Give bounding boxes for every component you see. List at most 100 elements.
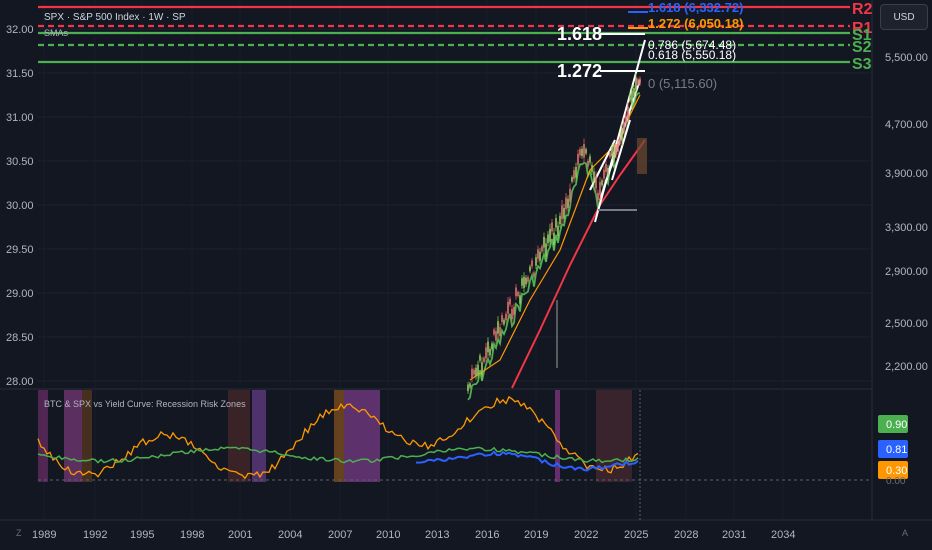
candle-body — [633, 88, 635, 96]
candle-body — [579, 149, 581, 156]
candle-body — [627, 106, 629, 118]
candle-body — [517, 291, 519, 297]
candle-body — [477, 364, 479, 375]
candle-body — [499, 327, 501, 337]
candle-body — [637, 79, 639, 84]
candle-body — [585, 149, 587, 154]
candle-body — [519, 295, 521, 304]
time-axis-label: 1995 — [130, 529, 154, 541]
candle-body — [553, 232, 555, 245]
candle-body — [525, 277, 527, 285]
value-badge — [878, 415, 908, 433]
candle-body — [533, 272, 535, 277]
candle-body — [497, 321, 499, 334]
candle-body — [505, 313, 507, 321]
candle-body — [583, 144, 585, 158]
candle-body — [635, 77, 637, 90]
left-axis-label: 31.00 — [6, 112, 34, 124]
candle-body — [483, 357, 485, 362]
candle-body — [475, 367, 477, 377]
right-axis-label: 4,700.00 — [885, 119, 928, 131]
candle-body — [487, 341, 489, 353]
extension-label: 1.618 — [557, 24, 602, 44]
value-badge-text: 0.81 — [886, 444, 907, 456]
timezone-toggle[interactable]: Z — [16, 528, 22, 538]
candle-body — [535, 257, 537, 266]
candle-body — [621, 128, 623, 141]
candle-body — [589, 156, 591, 163]
left-axis-label: 29.50 — [6, 244, 34, 256]
pivot-label-r1: R1 — [852, 20, 873, 37]
candle-body — [629, 93, 631, 101]
candle-body — [631, 90, 633, 104]
fib-level-label: 0.618 (5,550.18) — [648, 48, 736, 62]
candle-body — [581, 148, 583, 156]
candle-body — [607, 167, 609, 176]
time-axis-label: 2022 — [574, 529, 598, 541]
pivot-label-s1: S1 — [852, 27, 872, 44]
candle-body — [467, 384, 469, 392]
candle-body — [481, 362, 483, 376]
time-axis-label: 1998 — [180, 529, 204, 541]
candle-body — [599, 182, 601, 196]
currency-button[interactable]: USD — [880, 4, 928, 30]
candle-body — [571, 177, 573, 182]
value-badge-text: 0.90 — [886, 419, 907, 431]
candle-body — [555, 218, 557, 228]
right-axis-label: 5,500.00 — [885, 52, 928, 64]
fib-level-label: 1.272 (6,050.18) — [648, 16, 743, 31]
recession-zone — [344, 390, 380, 482]
symbol-title: SPX · S&P 500 Index · 1W · SP — [44, 12, 186, 23]
candle-body — [513, 306, 515, 315]
candle-body — [625, 115, 627, 124]
zero-axis-label: 0.00 — [886, 476, 906, 487]
candle-body — [485, 347, 487, 359]
right-axis-label: 3,900.00 — [885, 168, 928, 180]
main-pane[interactable] — [0, 0, 872, 388]
auto-scale-toggle[interactable]: A — [902, 528, 909, 538]
candle-body — [515, 287, 517, 297]
candle-body — [639, 78, 641, 84]
recession-zone — [228, 390, 250, 482]
value-badge — [878, 440, 908, 458]
spx-yield-line — [37, 395, 639, 480]
left-axis-label: 29.00 — [6, 288, 34, 300]
candle-body — [521, 278, 523, 286]
candle-body — [501, 315, 503, 322]
time-axis-label: 1989 — [32, 529, 56, 541]
candle-body — [493, 329, 495, 335]
candle-body — [623, 122, 625, 132]
right-axis-label: 2,900.00 — [885, 266, 928, 278]
time-axis-label: 2031 — [722, 529, 746, 541]
time-axis-label: 1992 — [83, 529, 107, 541]
candle-body — [491, 343, 493, 350]
value-badge — [878, 461, 908, 479]
candle-body — [537, 249, 539, 259]
right-axis-label: 3,300.00 — [885, 222, 928, 234]
candle-body — [619, 138, 621, 144]
candle-body — [523, 276, 525, 288]
candle-body — [489, 348, 491, 356]
candle-body — [563, 208, 565, 219]
candle-body — [531, 260, 533, 267]
candle-body — [587, 160, 589, 167]
candle-body — [507, 301, 509, 314]
time-axis-label: 2007 — [328, 529, 352, 541]
candle-body — [597, 192, 599, 201]
candle-body — [577, 153, 579, 165]
candle-body — [567, 198, 569, 208]
candle-body — [527, 277, 529, 282]
candle-body — [609, 152, 611, 158]
candle-body — [529, 266, 531, 272]
candle-body — [559, 215, 561, 225]
pivot-label-s2: S2 — [852, 39, 872, 56]
left-axis-label: 28.50 — [6, 332, 34, 344]
candle-body — [495, 331, 497, 341]
candle-body — [605, 163, 607, 172]
candle-body — [573, 170, 575, 179]
candle-body — [511, 308, 513, 320]
pivot-label-s3: S3 — [852, 56, 872, 73]
left-axis-label: 30.50 — [6, 156, 34, 168]
